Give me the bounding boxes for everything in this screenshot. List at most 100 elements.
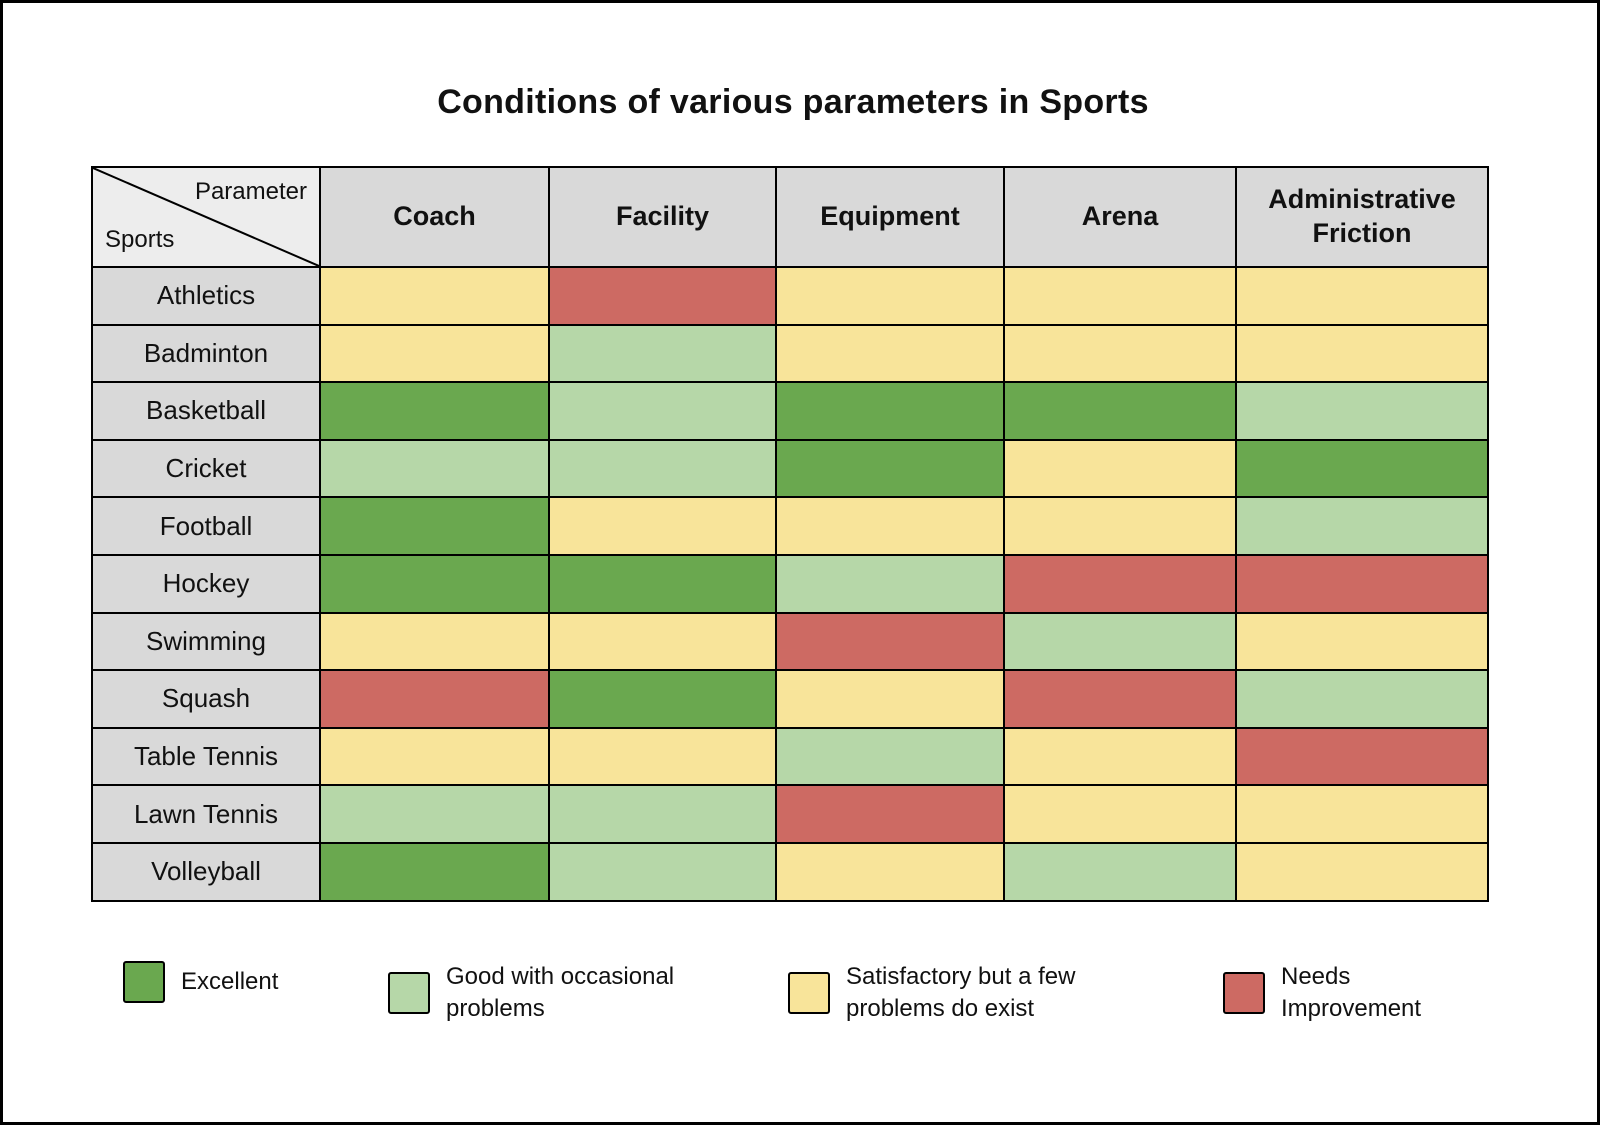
row-header-table-tennis: Table Tennis [91,726,321,787]
cell-athletics-facility [548,266,777,326]
cell-cricket-coach [319,438,550,499]
row-header-hockey: Hockey [91,553,321,614]
legend-swatch-needs-improvement [1223,972,1265,1015]
cell-football-arena [1003,496,1237,556]
cell-squash-arena [1003,669,1237,729]
legend-swatch-excellent [123,961,165,1003]
cell-table-tennis-administrative-friction [1235,726,1489,787]
legend-label-excellent: Excellent [181,967,279,995]
cell-football-equipment [775,496,1005,556]
row-header-football: Football [91,496,321,556]
legend-label-good: Good with occasional problems [446,963,675,1023]
cell-lawn-tennis-coach [319,784,550,844]
cell-lawn-tennis-facility [548,784,777,844]
cell-basketball-facility [548,381,777,441]
cell-athletics-equipment [775,266,1005,326]
cell-badminton-equipment [775,323,1005,384]
legend-swatch-satisfactory [788,972,830,1015]
table-body: Athletics Badminton Basketball Cricket Footb… [91,266,1489,902]
legend-label-needs-improvement: Needs Improvement [1281,963,1422,1023]
cell-athletics-coach [319,266,550,326]
table-row-athletics: Athletics [91,266,1489,326]
row-header-athletics: Athletics [91,266,321,326]
cell-swimming-equipment [775,611,1005,672]
cell-lawn-tennis-arena [1003,784,1237,844]
table-row-squash: Squash [91,669,1489,729]
cell-hockey-coach [319,553,550,614]
table-row-table-tennis: Table Tennis [91,726,1489,787]
cell-basketball-administrative-friction [1235,381,1489,441]
corner-diagonal-line [93,168,319,266]
cell-lawn-tennis-administrative-friction [1235,784,1489,844]
cell-basketball-arena [1003,381,1237,441]
cell-hockey-facility [548,553,777,614]
cell-athletics-arena [1003,266,1237,326]
cell-basketball-equipment [775,381,1005,441]
cell-swimming-administrative-friction [1235,611,1489,672]
row-header-badminton: Badminton [91,323,321,384]
cell-swimming-coach [319,611,550,672]
table-row-swimming: Swimming [91,611,1489,672]
cell-volleyball-arena [1003,841,1237,902]
cell-cricket-facility [548,438,777,499]
cell-volleyball-equipment [775,841,1005,902]
cell-squash-facility [548,669,777,729]
cell-cricket-equipment [775,438,1005,499]
row-header-volleyball: Volleyball [91,841,321,902]
cell-hockey-administrative-friction [1235,553,1489,614]
cell-volleyball-facility [548,841,777,902]
table-row-volleyball: Volleyball [91,841,1489,902]
table-row-hockey: Hockey [91,553,1489,614]
legend-item-satisfactory: Satisfactory but a few problems do exist [788,961,1223,1026]
legend-item-good: Good with occasional problems [388,961,788,1026]
cell-table-tennis-coach [319,726,550,787]
cell-badminton-arena [1003,323,1237,384]
row-header-basketball: Basketball [91,381,321,441]
table-row-football: Football [91,496,1489,556]
table-row-basketball: Basketball [91,381,1489,441]
cell-squash-coach [319,669,550,729]
cell-table-tennis-equipment [775,726,1005,787]
legend-label-satisfactory: Satisfactory but a few problems do exist [846,963,1076,1023]
column-header-arena: Arena [1003,166,1237,268]
corner-parameter-label: Parameter [194,178,307,205]
cell-badminton-coach [319,323,550,384]
cell-volleyball-administrative-friction [1235,841,1489,902]
corner-sports-label: Sports [105,226,175,253]
cell-athletics-administrative-friction [1235,266,1489,326]
column-header-coach: Coach [319,166,550,268]
cell-badminton-facility [548,323,777,384]
row-header-cricket: Cricket [91,438,321,499]
legend-swatch-good [388,972,430,1015]
cell-volleyball-coach [319,841,550,902]
cell-badminton-administrative-friction [1235,323,1489,384]
cell-football-administrative-friction [1235,496,1489,556]
cell-cricket-administrative-friction [1235,438,1489,499]
cell-lawn-tennis-equipment [775,784,1005,844]
cell-table-tennis-arena [1003,726,1237,787]
row-header-swimming: Swimming [91,611,321,672]
cell-swimming-facility [548,611,777,672]
cell-table-tennis-facility [548,726,777,787]
legend-item-excellent: Excellent [123,961,388,1003]
cell-hockey-equipment [775,553,1005,614]
cell-cricket-arena [1003,438,1237,499]
chart-title: Conditions of various parameters in Spor… [437,83,1149,121]
row-header-squash: Squash [91,669,321,729]
column-header-administrative-friction: Administrative Friction [1235,166,1489,268]
cell-basketball-coach [319,381,550,441]
row-header-lawn-tennis: Lawn Tennis [91,784,321,844]
table-row-cricket: Cricket [91,438,1489,499]
cell-hockey-arena [1003,553,1237,614]
corner-cell: Parameter Sports [91,166,321,268]
table-row-lawn-tennis: Lawn Tennis [91,784,1489,844]
column-header-facility: Facility [548,166,777,268]
cell-squash-equipment [775,669,1005,729]
legend-item-needs-improvement: Needs Improvement [1223,961,1473,1026]
cell-football-coach [319,496,550,556]
cell-swimming-arena [1003,611,1237,672]
table-row-badminton: Badminton [91,323,1489,384]
column-header-equipment: Equipment [775,166,1005,268]
cell-football-facility [548,496,777,556]
